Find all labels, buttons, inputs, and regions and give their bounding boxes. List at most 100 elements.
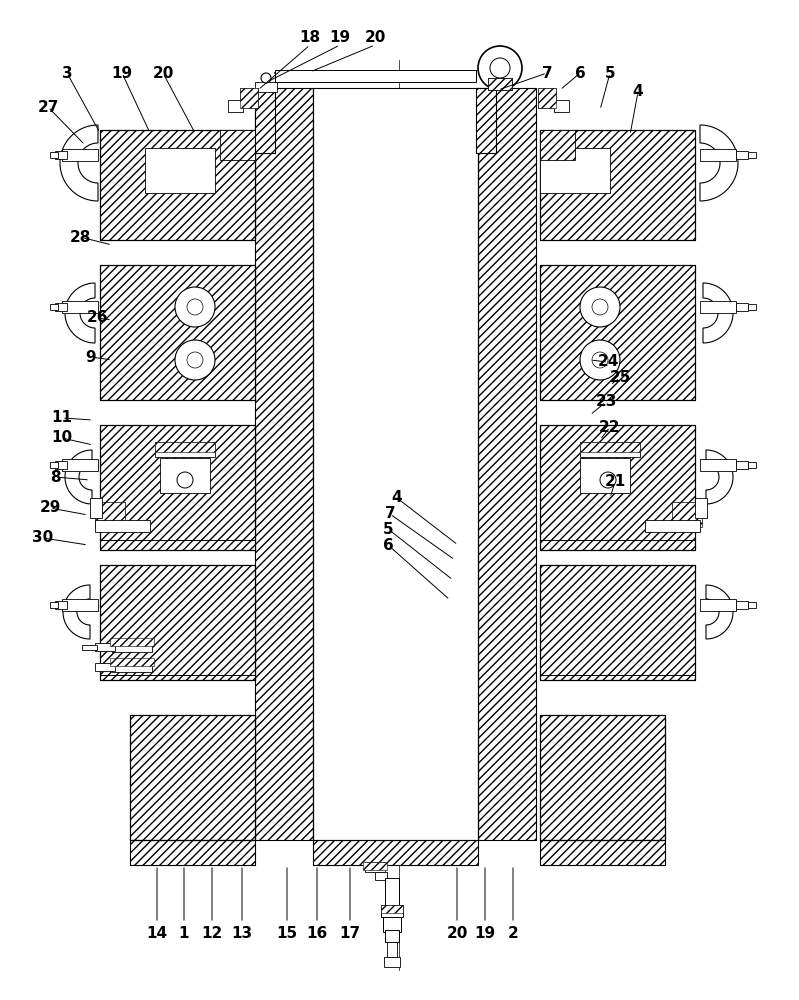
Text: 19: 19 (111, 66, 133, 81)
Bar (540, 840, 665, 865)
Bar (736, 151, 748, 159)
Text: 21: 21 (604, 475, 626, 489)
Text: 26: 26 (86, 310, 108, 326)
Text: 6: 6 (383, 538, 393, 552)
Bar (100, 265, 255, 400)
Bar (255, 88, 275, 153)
Bar (313, 840, 478, 865)
Bar (385, 878, 399, 908)
Bar (476, 88, 496, 153)
Text: 20: 20 (447, 926, 467, 940)
Text: 20: 20 (153, 66, 173, 81)
Text: 7: 7 (542, 66, 552, 81)
Bar (100, 565, 255, 680)
Polygon shape (706, 450, 733, 504)
Circle shape (580, 287, 620, 327)
Text: 20: 20 (364, 30, 386, 45)
Bar (540, 148, 610, 193)
Bar (488, 78, 512, 90)
Text: 9: 9 (85, 350, 97, 364)
Bar (748, 602, 756, 608)
Bar (476, 88, 496, 153)
Text: 10: 10 (51, 430, 73, 446)
Circle shape (580, 340, 620, 380)
Bar (313, 88, 478, 840)
Text: 29: 29 (39, 500, 61, 516)
Text: 27: 27 (38, 100, 58, 114)
Bar (130, 715, 255, 840)
Bar (540, 425, 695, 550)
Text: 17: 17 (340, 926, 360, 940)
Bar (160, 458, 210, 493)
Bar (220, 130, 255, 160)
Bar (700, 599, 736, 611)
Text: 3: 3 (62, 66, 73, 81)
Bar (130, 840, 255, 865)
Bar (540, 130, 695, 240)
Circle shape (175, 340, 215, 380)
Bar (540, 265, 695, 400)
Text: 25: 25 (610, 370, 630, 385)
Bar (385, 930, 399, 942)
Bar (387, 942, 397, 957)
Text: 15: 15 (276, 926, 297, 940)
Bar (50, 602, 58, 608)
Text: 5: 5 (383, 522, 393, 536)
Bar (255, 82, 277, 92)
Bar (381, 905, 403, 913)
Text: 12: 12 (201, 926, 223, 940)
Bar (255, 88, 275, 153)
Bar (100, 130, 255, 240)
Bar (540, 425, 695, 550)
Bar (736, 303, 748, 311)
Text: 4: 4 (633, 85, 643, 100)
Bar (748, 304, 756, 310)
Bar (145, 148, 215, 193)
Text: 5: 5 (605, 66, 615, 81)
Bar (100, 425, 255, 550)
Bar (538, 88, 556, 108)
Bar (736, 461, 748, 469)
Text: 19: 19 (329, 30, 351, 45)
Bar (381, 905, 403, 917)
Text: 11: 11 (51, 410, 73, 426)
Circle shape (177, 472, 193, 488)
Circle shape (175, 287, 215, 327)
Bar (130, 715, 255, 840)
Polygon shape (706, 585, 733, 639)
Bar (228, 100, 243, 112)
Circle shape (263, 75, 269, 81)
Bar (112, 660, 152, 672)
Bar (375, 872, 387, 880)
Bar (55, 303, 67, 311)
Bar (90, 498, 102, 518)
Text: 4: 4 (392, 490, 403, 506)
Bar (313, 840, 478, 865)
Polygon shape (700, 125, 738, 201)
Bar (488, 78, 512, 90)
Bar (275, 70, 476, 82)
Bar (55, 151, 67, 159)
Text: 13: 13 (232, 926, 252, 940)
Polygon shape (60, 125, 98, 201)
Bar (240, 88, 258, 108)
Bar (478, 88, 536, 840)
Bar (95, 663, 115, 671)
Bar (50, 304, 58, 310)
Bar (540, 840, 665, 865)
Text: 18: 18 (300, 30, 320, 45)
Bar (540, 130, 695, 240)
Circle shape (261, 73, 271, 83)
Text: 24: 24 (598, 355, 618, 369)
Text: 30: 30 (33, 530, 54, 546)
Bar (100, 265, 255, 400)
Bar (100, 425, 255, 550)
Bar (110, 638, 154, 646)
Text: 7: 7 (384, 506, 396, 522)
Bar (95, 520, 150, 532)
Text: 6: 6 (574, 66, 586, 81)
Text: 22: 22 (599, 420, 621, 434)
Bar (700, 301, 736, 313)
Bar (100, 565, 255, 680)
Text: 19: 19 (475, 926, 495, 940)
